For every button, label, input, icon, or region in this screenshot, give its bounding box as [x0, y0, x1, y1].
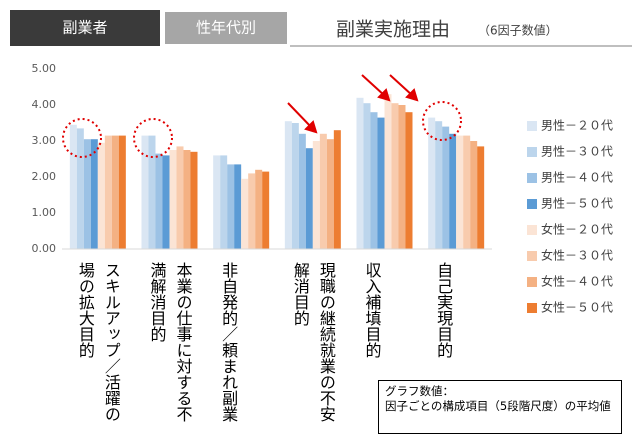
- note: グラフ数値： 因子ごとの構成項目（5段階尺度）の平均値: [378, 380, 622, 434]
- bar: [241, 178, 249, 249]
- tab[interactable]: [165, 12, 287, 44]
- y-tick-label: 0.00: [32, 242, 57, 255]
- highlight-circle: [62, 118, 102, 158]
- tab-label: 副業者: [62, 19, 107, 37]
- bar: [234, 164, 242, 249]
- bar: [477, 146, 485, 249]
- bar: [428, 117, 436, 249]
- bar: [104, 135, 112, 249]
- bar: [284, 121, 292, 249]
- legend-swatch: [527, 173, 537, 183]
- legend-label: 女性－５０代: [541, 300, 613, 315]
- legend-swatch: [527, 251, 537, 261]
- bar: [435, 121, 443, 249]
- bar: [213, 155, 221, 249]
- bar: [69, 124, 77, 249]
- y-tick-label: 5.00: [32, 62, 57, 75]
- legend-swatch: [527, 277, 537, 287]
- highlight-circle: [133, 118, 173, 158]
- legend-swatch: [527, 147, 537, 157]
- x-tick-label: 収入補填目的: [362, 262, 382, 358]
- bar: [141, 135, 149, 249]
- bar: [442, 126, 450, 249]
- bar: [248, 173, 256, 249]
- bar: [83, 139, 91, 249]
- bar: [391, 103, 399, 249]
- bar: [305, 148, 313, 249]
- tab-active[interactable]: [10, 10, 160, 46]
- bar: [262, 171, 270, 249]
- y-tick-label: 2.00: [32, 170, 57, 183]
- arrow-head: [405, 88, 419, 102]
- bar: [76, 128, 84, 249]
- bar: [312, 141, 320, 249]
- x-tick-label: スキルアップ／活躍の場の拡大目的: [75, 262, 121, 422]
- bar: [183, 150, 191, 249]
- bar: [456, 135, 464, 249]
- arrow-head: [377, 88, 391, 102]
- note-line: グラフ数値：: [385, 384, 454, 398]
- bar: [176, 146, 184, 249]
- legend-swatch: [527, 199, 537, 209]
- bar: [111, 135, 119, 249]
- bar: [155, 153, 163, 249]
- arrow-head: [304, 120, 318, 134]
- legend-label: 男性－３０代: [541, 145, 613, 159]
- bar: [148, 135, 156, 249]
- bar: [298, 133, 306, 249]
- x-tick-label: 非自発的／頼まれ副業: [219, 262, 239, 422]
- bar: [398, 105, 406, 249]
- bar: [255, 169, 263, 249]
- bar: [97, 142, 105, 249]
- bar: [227, 164, 235, 249]
- bar: [319, 133, 327, 249]
- highlight-circle: [422, 101, 462, 141]
- arrow: [287, 102, 313, 129]
- bar: [370, 112, 378, 249]
- bar: [118, 135, 126, 249]
- legend-label: 男性－２０代: [541, 119, 613, 133]
- bar: [90, 139, 98, 249]
- chart-subtitle: （6因子数値）: [478, 23, 558, 38]
- legend-swatch: [527, 225, 537, 235]
- arrow: [389, 74, 414, 97]
- bar: [356, 97, 364, 249]
- bar: [449, 133, 457, 249]
- legend-label: 男性－５０代: [541, 197, 613, 211]
- arrow: [361, 74, 386, 97]
- arrows: [287, 74, 419, 134]
- x-tick-label: 本業の仕事に対する不満解消目的: [147, 262, 193, 422]
- plot: 0.00 1.00 2.00 3.00 4.00 5.00 男性－２０代男性－３０代男性－４…: [32, 62, 614, 315]
- y-tick-label: 1.00: [32, 206, 57, 219]
- x-tick-label: 自己実現目的: [434, 262, 454, 358]
- bar: [291, 123, 299, 249]
- annotations: [62, 74, 462, 158]
- bar: [470, 141, 478, 249]
- note-line: 因子ごとの構成項目（5段階尺度）の平均値: [385, 399, 611, 413]
- legend-label: 女性－３０代: [541, 248, 613, 263]
- bar: [326, 139, 334, 249]
- y-tick-label: 3.00: [32, 134, 57, 147]
- bar: [220, 155, 228, 249]
- legend-label: 男性－４０代: [541, 171, 613, 185]
- bar: [405, 112, 413, 249]
- bar: [377, 117, 385, 249]
- bar: [384, 94, 392, 249]
- legend-label: 女性－４０代: [541, 274, 613, 289]
- legend-label: 女性－２０代: [541, 222, 613, 237]
- x-tick-label: 現職の継続就業の不安解消目的: [290, 262, 336, 422]
- legend-swatch: [527, 303, 537, 313]
- bar: [333, 130, 341, 249]
- y-tick-label: 4.00: [32, 98, 57, 111]
- legend-swatch: [527, 121, 537, 131]
- bar: [363, 103, 371, 249]
- bar: [169, 150, 177, 249]
- tab-label: 性年代別: [196, 19, 256, 37]
- bar: [463, 135, 471, 249]
- bar: [162, 155, 170, 249]
- chart-title: 副業実施理由: [336, 19, 450, 41]
- bar: [190, 151, 198, 249]
